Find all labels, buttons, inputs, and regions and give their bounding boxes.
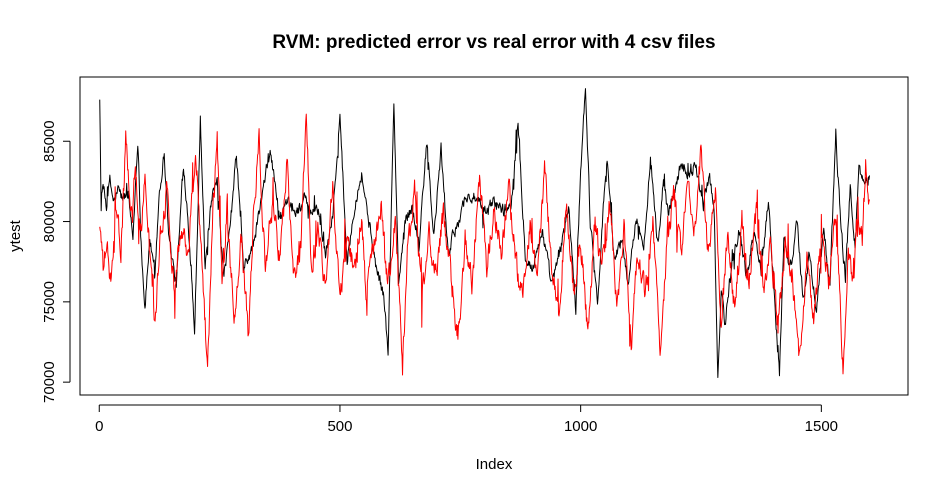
x-tick-label: 500 <box>327 418 352 435</box>
y-tick-label: 70000 <box>41 361 58 403</box>
y-tick-label: 85000 <box>41 120 58 162</box>
x-tick-label: 1500 <box>805 418 838 435</box>
chart-title: RVM: predicted error vs real error with … <box>272 32 715 53</box>
series-line-2 <box>99 113 870 376</box>
y-tick-label: 75000 <box>41 281 58 323</box>
x-axis: 0 500 1000 1500 <box>95 404 838 435</box>
x-tick-label: 1000 <box>564 418 597 435</box>
y-axis: 70000 75000 80000 85000 <box>41 120 71 403</box>
plot-frame <box>79 76 909 396</box>
series-line-1 <box>99 88 870 379</box>
x-tick-label: 0 <box>95 418 103 435</box>
series-layer <box>99 88 870 379</box>
y-tick-label: 80000 <box>41 201 58 243</box>
x-axis-label: Index <box>476 456 513 473</box>
y-axis-label: ytest <box>7 219 24 252</box>
